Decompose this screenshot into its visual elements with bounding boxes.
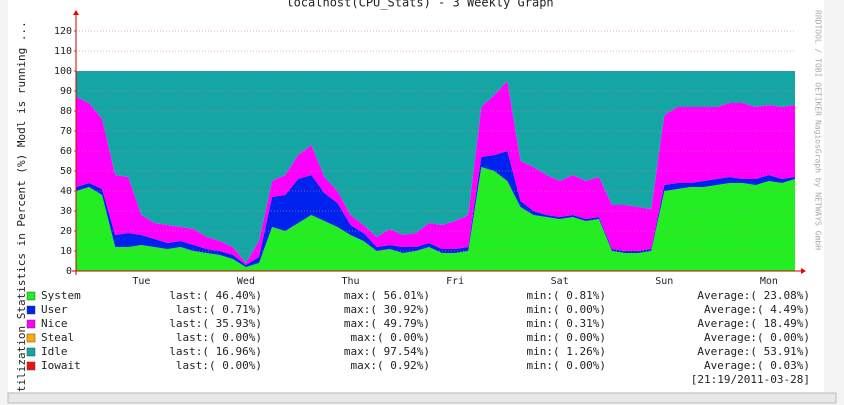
side-text: NagiosGraph by NETWAYS GmbH	[814, 120, 823, 250]
y-axis-label: Utilization Statistics in Percent (%) Mo…	[15, 21, 28, 399]
legend-average: Average:( 4.49%)	[704, 303, 810, 316]
legend-last: last:( 0.00%)	[176, 359, 262, 372]
legend-max: max:( 56.01%)	[344, 289, 430, 302]
legend-swatch	[26, 305, 36, 315]
legend-average: Average:( 0.03%)	[704, 359, 810, 372]
legend-last: last:( 46.40%)	[169, 289, 262, 302]
legend-label: Idle	[41, 345, 68, 358]
legend-min: min:( 0.00%)	[527, 359, 606, 372]
x-tick-label: Tue	[132, 276, 150, 287]
legend-max: max:( 0.92%)	[351, 359, 430, 372]
area	[76, 71, 795, 263]
side-text: RRDTOOL / TOBI OETIKER	[814, 10, 823, 116]
axis-arrow	[73, 10, 79, 15]
y-tick-label: 30	[60, 206, 72, 217]
legend-label: Nice	[41, 317, 68, 330]
legend-max: max:( 97.54%)	[344, 345, 430, 358]
legend-swatch	[26, 319, 36, 329]
y-tick-label: 120	[54, 26, 72, 37]
axis-arrow	[801, 268, 806, 274]
y-tick-label: 70	[60, 126, 72, 137]
area	[76, 81, 795, 265]
legend-label: Iowait	[41, 359, 81, 372]
y-tick-label: 40	[60, 186, 72, 197]
legend-max: max:( 49.79%)	[344, 317, 430, 330]
legend-min: min:( 0.00%)	[527, 303, 606, 316]
legend-min: min:( 0.81%)	[527, 289, 606, 302]
x-tick-label: Sat	[551, 276, 569, 287]
x-tick-label: Thu	[341, 276, 359, 287]
legend: System last:( 46.40%) max:( 56.01%) min:( 0…	[26, 289, 810, 372]
y-tick-label: 50	[60, 166, 72, 177]
y-tick-label: 90	[60, 86, 72, 97]
y-tick-label: 60	[60, 146, 72, 157]
legend-average: Average:( 23.08%)	[697, 289, 810, 302]
y-tick-label: 20	[60, 226, 72, 237]
y-tick-label: 110	[54, 46, 72, 57]
y-tick-label: 80	[60, 106, 72, 117]
y-tick-label: 100	[54, 66, 72, 77]
legend-swatch	[26, 361, 36, 371]
legend-swatch	[26, 291, 36, 301]
scrollbar[interactable]	[7, 392, 837, 404]
legend-average: Average:( 18.49%)	[697, 317, 810, 330]
y-tick-label: 0	[66, 266, 72, 277]
legend-min: min:( 0.31%)	[527, 317, 606, 330]
x-tick-label: Fri	[446, 276, 464, 287]
legend-min: min:( 0.00%)	[527, 331, 606, 344]
x-tick-label: Wed	[237, 276, 255, 287]
legend-swatch	[26, 333, 36, 343]
legend-last: last:( 0.71%)	[176, 303, 262, 316]
timestamp: [21:19/2011-03-28]	[691, 373, 810, 386]
legend-average: Average:( 0.00%)	[704, 331, 810, 344]
legend-last: last:( 35.93%)	[169, 317, 262, 330]
legend-min: min:( 1.26%)	[527, 345, 606, 358]
legend-label: System	[41, 289, 81, 302]
y-tick-label: 10	[60, 246, 72, 257]
legend-label: Steal	[41, 331, 74, 344]
legend-last: last:( 16.96%)	[169, 345, 262, 358]
x-tick-label: Mon	[760, 276, 778, 287]
chart-title: localhost(CPU_Stats) - 3 Weekly Graph	[286, 0, 553, 10]
legend-swatch	[26, 347, 36, 357]
legend-last: last:( 0.00%)	[176, 331, 262, 344]
x-tick-label: Sun	[655, 276, 673, 287]
legend-label: User	[41, 303, 68, 316]
area	[76, 167, 795, 271]
legend-max: max:( 30.92%)	[344, 303, 430, 316]
legend-average: Average:( 53.91%)	[697, 345, 810, 358]
legend-max: max:( 0.00%)	[351, 331, 430, 344]
